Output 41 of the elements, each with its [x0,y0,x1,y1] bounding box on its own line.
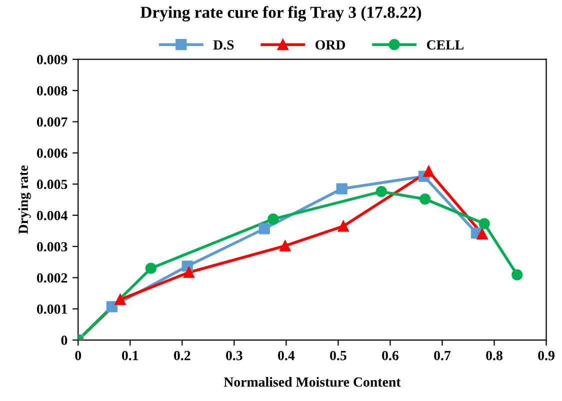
y-tick-label: 0.002 [36,273,68,283]
x-tick-label: 0.8 [486,350,502,360]
point [376,186,387,198]
x-tick-label: 0.2 [174,350,190,360]
chart-title: Drying rate cure for fig Tray 3 (17.8.22) [140,6,422,22]
y-tick-label: 0.007 [36,117,68,127]
point [280,240,291,252]
x-tick-label: 0.4 [278,350,295,360]
point [114,294,126,306]
point [338,220,349,232]
point [423,166,434,177]
x-tick-label: 0 [75,350,82,360]
point [512,269,523,280]
point [258,223,270,234]
point [183,266,194,278]
point [478,218,490,230]
point [145,262,156,274]
legend-label: ORD [316,40,346,50]
point [420,194,431,205]
y-tick-label: 0.008 [36,86,68,96]
y-tick-label: 0.003 [36,242,68,252]
x-tick-label: 0.1 [122,350,138,360]
y-tick-label: 0.001 [36,304,67,314]
point [336,183,348,194]
legend-label: CELL [426,40,464,50]
x-tick-label: 0.3 [226,350,242,360]
x-tick-label: 0.5 [330,350,346,360]
point [476,228,488,240]
x-tick-label: 0.6 [382,350,398,360]
y-axis-title: Drying rate [18,166,31,234]
y-tick-label: 0.006 [36,148,68,158]
y-tick-label: 0.004 [36,210,68,220]
x-tick-label: 0.7 [434,350,451,360]
y-tick-label: 0.009 [36,54,68,64]
point [268,213,279,225]
x-axis-title: Normalised Moisture Content [224,376,401,387]
y-tick-label: 0.005 [36,180,68,190]
x-tick-label: 0.9 [538,350,554,360]
legend-label: D.S [213,40,234,50]
point [106,301,118,312]
y-tick-label: 0 [61,336,68,346]
